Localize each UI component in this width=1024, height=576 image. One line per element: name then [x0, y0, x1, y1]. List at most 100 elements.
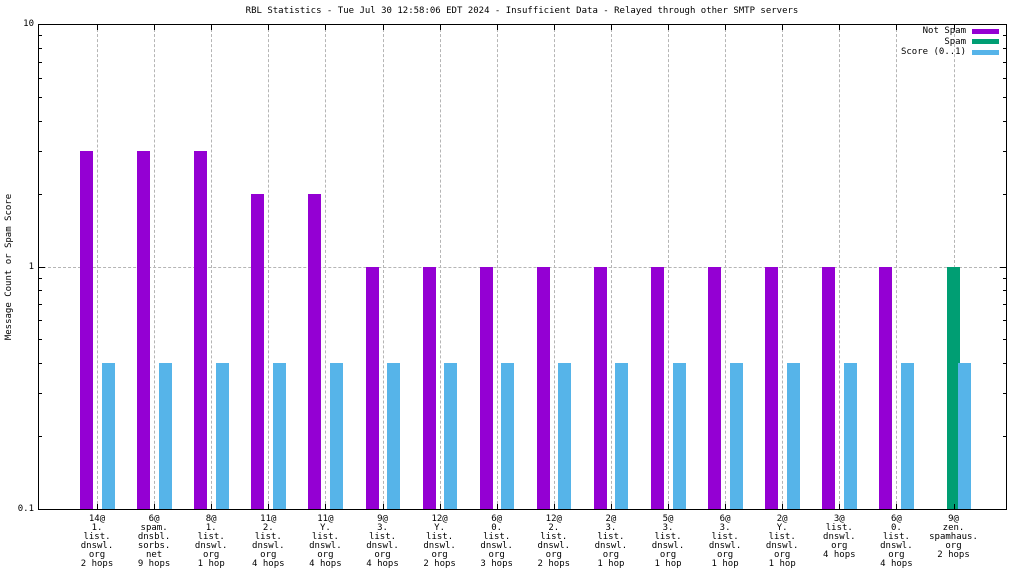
x-tick-label-line: org: [88, 550, 106, 560]
y-axis-tick: [39, 24, 45, 25]
x-tick-label-line: dnswl.: [309, 541, 342, 551]
x-tick-label-line: dnswl.: [765, 541, 799, 551]
y-axis-minor-tick: [39, 120, 42, 122]
x-tick-label-line: org: [488, 550, 505, 560]
y-axis-minor-tick: [39, 35, 42, 37]
x-tick-label-line: 5@: [662, 514, 674, 524]
x-axis-tick: [896, 504, 898, 509]
x-tick-label-line: list.: [426, 532, 454, 542]
y-axis-tick: [1000, 266, 1006, 268]
bar-not-spam: [137, 150, 151, 509]
legend-item-score: Score (0..1): [901, 47, 999, 58]
bar-not-spam: [708, 266, 722, 509]
y-axis-minor-tick: [39, 320, 42, 322]
x-tick-label-line: 2 hops: [537, 559, 571, 569]
legend-swatch-not-spam: [972, 28, 999, 34]
x-tick-label-line: 6@: [148, 514, 160, 524]
x-tick-label-line: 11@: [317, 514, 334, 524]
y-axis-minor-tick: [39, 96, 42, 98]
bar-score-0-1: [329, 363, 343, 509]
x-tick-label: 9@ 3. list. dnswl. org 4 hops: [353, 515, 413, 569]
x-tick-label-line: dnswl.: [480, 541, 513, 551]
x-axis-tick: [668, 25, 669, 30]
x-axis-tick: [839, 504, 841, 509]
bar-not-spam: [308, 193, 322, 509]
y-axis-minor-tick: [39, 436, 42, 437]
y-axis-tick: [1000, 509, 1006, 510]
x-axis-tick: [382, 504, 384, 509]
x-tick-label-line: org: [602, 550, 620, 560]
y-axis-minor-tick: [39, 363, 42, 364]
y-axis-minor-tick: [1003, 96, 1006, 98]
bar-score-0-1: [843, 363, 857, 509]
x-tick-label-line: dnswl.: [880, 541, 913, 551]
x-tick-label-line: 12@: [431, 514, 448, 524]
y-axis-minor-tick: [1003, 277, 1006, 279]
x-tick-label-line: 1.: [91, 523, 103, 533]
legend-label-not-spam: Not Spam: [922, 26, 966, 37]
x-axis-tick: [268, 504, 270, 509]
bar-score-0-1: [387, 363, 400, 509]
x-axis-tick: [439, 504, 441, 509]
bar-score-0-1: [786, 363, 800, 509]
x-tick-label-line: dnswl.: [708, 541, 742, 551]
y-axis-minor-tick: [1003, 363, 1006, 364]
x-tick-label-line: zen.: [942, 523, 965, 533]
x-tick-label-line: org: [659, 550, 677, 560]
x-axis-tick: [782, 504, 784, 509]
y-tick-label-1: 1: [28, 262, 34, 272]
bar-not-spam: [822, 266, 836, 509]
x-tick-label-line: dnswl.: [194, 541, 228, 551]
y-axis-minor-tick: [1003, 290, 1006, 291]
y-axis-minor-tick: [1003, 47, 1006, 49]
x-tick-label-line: dnswl.: [594, 541, 628, 551]
x-tick-label-line: 6@: [491, 514, 503, 524]
x-tick-label-line: 4 hops: [252, 559, 285, 569]
x-tick-label-line: org: [831, 541, 848, 551]
x-tick-label-line: list.: [311, 532, 339, 542]
y-axis-minor-tick: [39, 304, 42, 306]
x-tick-label-line: dnswl.: [823, 532, 856, 542]
x-tick-label-line: net: [145, 550, 163, 560]
y-axis-minor-tick: [1003, 436, 1006, 437]
x-axis-tick: [97, 504, 98, 509]
x-tick-label-line: 1 hop: [597, 559, 625, 569]
y-axis-tick: [39, 509, 45, 510]
x-tick-label-line: 4 hops: [309, 559, 342, 569]
x-tick-label-line: 3.: [719, 523, 731, 533]
x-tick-label-line: 11@: [260, 514, 277, 524]
x-tick-label-line: sorbs.: [137, 541, 171, 551]
y-axis-minor-tick: [39, 393, 42, 395]
x-tick-label-line: 3.: [662, 523, 674, 533]
legend-label-score: Score (0..1): [900, 47, 966, 58]
x-axis-tick: [953, 25, 955, 30]
x-tick-label-line: list.: [768, 532, 796, 542]
x-tick-label-line: 2 hops: [423, 559, 456, 569]
x-tick-label: 5@ 3. list. dnswl. org 1 hop: [638, 515, 698, 569]
plot-border: [38, 24, 1007, 510]
y-axis-minor-tick: [39, 277, 42, 279]
x-axis-tick: [610, 25, 612, 30]
bar-score-0-1: [444, 363, 458, 509]
x-tick-label-line: 1 hop: [768, 559, 796, 569]
x-tick-label: 11@ Y. list. dnswl. org 4 hops: [295, 515, 355, 569]
x-tick-label-line: 2 hops: [80, 559, 114, 569]
x-tick-label: 14@ 1. list. dnswl. org 2 hops: [67, 515, 127, 569]
x-tick-label: 3@ list. dnswl. org 4 hops: [809, 515, 869, 560]
x-tick-label-line: org: [260, 550, 277, 560]
x-tick-label-line: 12@: [545, 514, 562, 524]
legend-swatch-score: [972, 49, 999, 55]
legend-swatch-spam: [972, 39, 999, 45]
x-tick-label-line: 6@: [719, 514, 731, 524]
y-axis-minor-tick: [1003, 393, 1006, 395]
bar-not-spam: [365, 266, 379, 509]
bar-not-spam: [194, 150, 208, 509]
x-axis-tick: [325, 25, 327, 30]
x-tick-label-line: Y.: [319, 523, 331, 533]
x-tick-label: 12@ Y. list. dnswl. org 2 hops: [410, 515, 470, 569]
y-axis-minor-tick: [1003, 193, 1006, 195]
x-tick-label-line: 2@: [776, 514, 788, 524]
x-tick-label-line: 1.: [205, 523, 217, 533]
y-axis-minor-tick: [1003, 339, 1006, 341]
y-axis-minor-tick: [39, 193, 42, 195]
